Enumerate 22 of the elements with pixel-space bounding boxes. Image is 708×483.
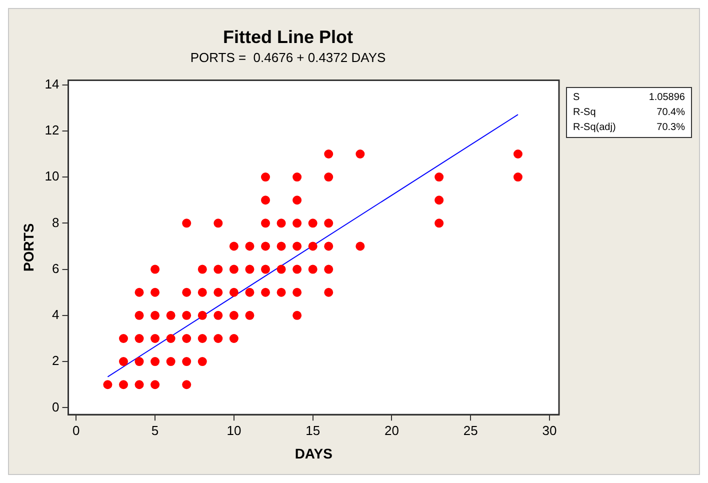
y-tick-label: 4 [52, 307, 60, 322]
y-tick-label: 14 [44, 76, 60, 92]
x-tick-label: 15 [306, 422, 320, 438]
y-axis-title: PORTS [20, 223, 36, 272]
y-tick-label: 8 [52, 214, 60, 230]
x-tick-label: 25 [463, 422, 478, 438]
x-tick-label: 5 [151, 422, 159, 438]
y-tick-label: 0 [52, 399, 60, 414]
text: R-Sq(adj) 70.3% [573, 122, 685, 133]
text: R-Sq 70.4% [573, 107, 685, 118]
x-tick-label: 0 [72, 422, 80, 438]
y-tick-label: 6 [52, 260, 60, 276]
y-tick-label: 10 [44, 168, 60, 184]
chart-title: Fitted Line Plot [223, 26, 353, 47]
y-tick-label: 12 [44, 122, 60, 138]
text: S 1.05896 [573, 92, 685, 103]
y-tick-label: 2 [52, 353, 60, 368]
x-tick-label: 30 [542, 422, 557, 438]
x-tick-label: 20 [384, 422, 399, 438]
x-tick-label: 10 [226, 422, 242, 438]
x-axis-title: DAYS [294, 445, 332, 462]
chart-subtitle: PORTS = 0.4676 + 0.4372 DAYS [190, 50, 386, 65]
